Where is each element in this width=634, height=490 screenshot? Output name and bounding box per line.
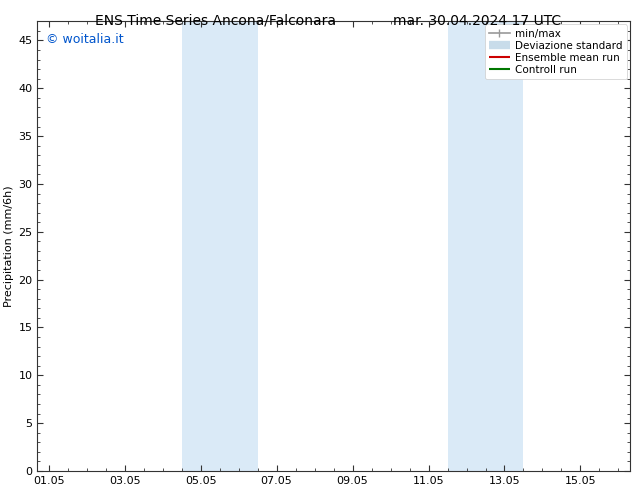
Text: ENS Time Series Ancona/Falconara: ENS Time Series Ancona/Falconara	[95, 14, 336, 28]
Y-axis label: Precipitation (mm/6h): Precipitation (mm/6h)	[4, 185, 14, 307]
Text: mar. 30.04.2024 17 UTC: mar. 30.04.2024 17 UTC	[393, 14, 561, 28]
Legend: min/max, Deviazione standard, Ensemble mean run, Controll run: min/max, Deviazione standard, Ensemble m…	[485, 24, 626, 79]
Text: © woitalia.it: © woitalia.it	[46, 32, 124, 46]
Bar	[182, 22, 257, 471]
Bar	[448, 22, 524, 471]
